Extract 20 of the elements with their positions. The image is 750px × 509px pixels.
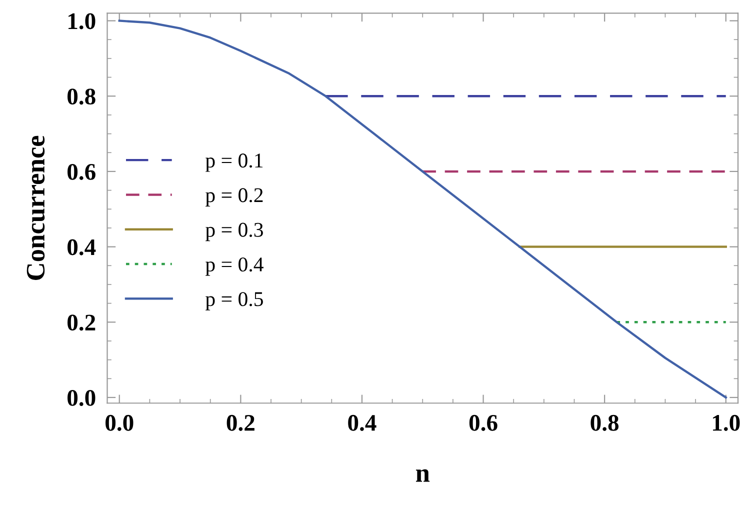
x-axis-title: n	[416, 469, 430, 482]
y-tick-label: 0.4	[68, 239, 96, 256]
legend-label: p = 0.2	[206, 188, 263, 206]
legend-label: p = 0.4	[206, 257, 264, 276]
y-tick-label: 0.8	[68, 88, 96, 105]
x-tick-label: 0.2	[226, 414, 254, 431]
x-tick-label: 0.4	[348, 414, 376, 431]
y-tick-label: 0.6	[68, 164, 96, 180]
legend-label: p = 0.1	[206, 154, 263, 172]
y-tick-label: 0.2	[68, 314, 96, 331]
legend-label: p = 0.5	[206, 292, 263, 310]
legend-label: p = 0.3	[206, 222, 263, 242]
line-series	[118, 20, 727, 399]
x-tick-label: 0.0	[106, 414, 134, 431]
x-tick-label: 1.0	[713, 414, 740, 431]
y-tick-label: 0.0	[68, 390, 96, 406]
x-tick-label: 0.6	[469, 414, 498, 431]
y-tick-label: 1.0	[68, 13, 96, 30]
x-tick-label: 0.8	[590, 414, 619, 431]
y-axis-title: Concurrence	[26, 136, 45, 280]
